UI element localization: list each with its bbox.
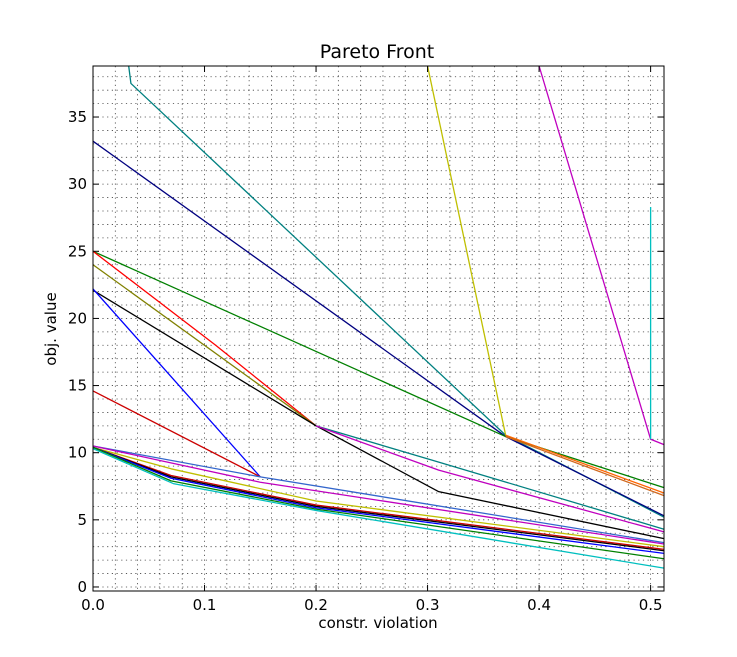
series-group xyxy=(92,65,665,569)
series-line-17 xyxy=(92,445,665,545)
y-tick-label: 0 xyxy=(77,578,87,596)
y-axis-label: obj. value xyxy=(42,292,60,365)
series-line-3 xyxy=(426,65,507,436)
y-tick-label: 35 xyxy=(68,108,87,126)
series-line-12 xyxy=(315,425,665,530)
y-tick-label: 5 xyxy=(77,511,87,529)
x-tick-label: 0.3 xyxy=(416,596,440,614)
x-axis-label: constr. violation xyxy=(318,614,437,632)
x-tick-label: 0.2 xyxy=(304,596,328,614)
chart-title: Pareto Front xyxy=(320,41,435,63)
y-tick-label: 30 xyxy=(68,175,87,193)
series-line-10 xyxy=(92,288,261,478)
series-line-4 xyxy=(538,65,665,446)
series-line-15 xyxy=(505,434,665,494)
series-line-8 xyxy=(92,264,317,427)
tick-group: 0.0 0.1 0.2 0.3 0.4 0.5 0 5 10 15 20 25 30 35 xyxy=(68,66,664,614)
series-line-6 xyxy=(92,250,665,489)
series-line-19 xyxy=(92,446,665,551)
x-tick-label: 0.4 xyxy=(527,596,551,614)
series-line-22 xyxy=(92,446,665,560)
series-line-13 xyxy=(315,425,665,533)
series-line-23 xyxy=(92,448,665,569)
y-tick-label: 20 xyxy=(68,309,87,327)
y-tick-label: 25 xyxy=(68,242,87,260)
x-tick-label: 0.5 xyxy=(639,596,663,614)
x-tick-label: 0.0 xyxy=(81,596,105,614)
y-tick-label: 10 xyxy=(68,444,87,462)
series-line-9 xyxy=(92,289,665,540)
x-tick-label: 0.1 xyxy=(193,596,217,614)
series-line-7 xyxy=(92,250,317,427)
series-line-16 xyxy=(92,445,665,544)
series-line-18 xyxy=(92,446,665,548)
y-tick-label: 15 xyxy=(68,377,87,395)
grid-lines xyxy=(92,66,664,591)
series-line-21 xyxy=(92,446,665,555)
series-line-14 xyxy=(505,435,665,497)
series-line-11 xyxy=(92,390,261,478)
plot-frame xyxy=(92,65,665,592)
